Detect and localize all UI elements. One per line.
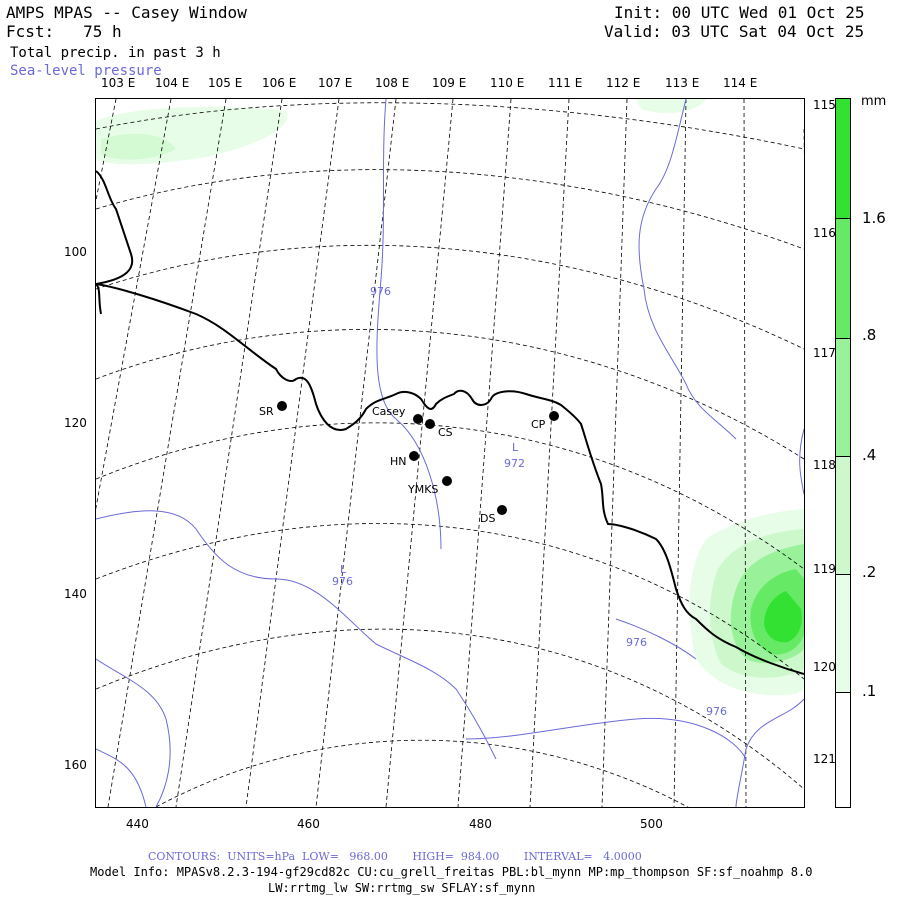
legend-color-bands <box>836 99 850 807</box>
legend-band <box>836 339 850 457</box>
init-time: Init: 00 UTC Wed 01 Oct 25 <box>614 3 865 22</box>
legend-band <box>836 457 850 575</box>
legend-band <box>836 693 850 807</box>
legend-unit: mm <box>861 94 887 109</box>
station-label: DS <box>480 512 495 525</box>
pressure-label: 976 <box>332 575 353 588</box>
x-tick: 480 <box>469 817 492 831</box>
station-label: Casey <box>372 405 406 418</box>
lon-label: 108 E <box>375 76 410 90</box>
valid-time: Valid: 03 UTC Sat 04 Oct 25 <box>604 22 865 41</box>
y-tick: 140 <box>64 587 87 601</box>
lon-label: 105 E <box>208 76 243 90</box>
lon-label: 106 E <box>262 76 297 90</box>
model-info: Model Info: MPASv8.2.3-194-gf29cd82c CU:… <box>90 865 813 879</box>
precip-shading <box>96 99 804 696</box>
lon-label: 114 E <box>723 76 758 90</box>
legend-band <box>836 219 850 339</box>
map-canvas: SR Casey CS HN YMKS DS CP 976 972 976 97… <box>96 99 804 807</box>
coastline-detail <box>96 283 102 315</box>
low-marker: L <box>512 441 519 454</box>
precip-legend <box>835 98 851 808</box>
chart-title: AMPS MPAS -- Casey Window <box>6 3 247 22</box>
pressure-contours <box>96 99 804 807</box>
station-label: YMKS <box>407 483 438 496</box>
graticule <box>96 99 804 807</box>
field-name: Total precip. in past 3 h <box>10 45 221 61</box>
x-tick: 460 <box>297 817 320 831</box>
lon-label: 112 E <box>606 76 641 90</box>
overlay-name: Sea-level pressure <box>10 63 162 79</box>
lon-label: 113 E <box>665 76 700 90</box>
lon-label: 110 E <box>490 76 525 90</box>
map-panel: SR Casey CS HN YMKS DS CP 976 972 976 97… <box>95 98 805 808</box>
y-tick: 100 <box>64 245 87 259</box>
model-info-2: LW:rrtmg_lw SW:rrtmg_sw SFLAY:sf_mynn <box>268 881 536 895</box>
station-label: CS <box>438 426 453 439</box>
legend-band <box>836 575 850 693</box>
legend-label: .1 <box>862 682 877 700</box>
lon-label: 104 E <box>155 76 190 90</box>
legend-band <box>836 99 850 219</box>
y-tick: 160 <box>64 758 87 772</box>
pressure-label: 976 <box>370 285 391 298</box>
lon-label: 109 E <box>432 76 467 90</box>
lon-label: 107 E <box>318 76 353 90</box>
station-label: HN <box>390 455 407 468</box>
legend-label: .4 <box>862 446 877 464</box>
x-tick: 440 <box>126 817 149 831</box>
station-dots <box>277 401 559 515</box>
pressure-label: 976 <box>706 705 727 718</box>
lon-label: 111 E <box>548 76 583 90</box>
pressure-label: 972 <box>504 457 525 470</box>
pressure-label: 976 <box>626 636 647 649</box>
y-tick: 120 <box>64 416 87 430</box>
coastline <box>96 170 804 675</box>
forecast-hour: Fcst: 75 h <box>6 22 122 41</box>
station-label: CP <box>531 418 546 431</box>
legend-label: .2 <box>862 563 877 581</box>
lon-label: 103 E <box>101 76 136 90</box>
contour-info: CONTOURS: UNITS=hPa LOW= 968.00 HIGH= 98… <box>148 850 642 863</box>
station-label: SR <box>259 405 274 418</box>
low-marker: L <box>340 563 347 576</box>
x-tick: 500 <box>640 817 663 831</box>
legend-label: 1.6 <box>862 209 886 227</box>
legend-label: .8 <box>862 326 877 344</box>
